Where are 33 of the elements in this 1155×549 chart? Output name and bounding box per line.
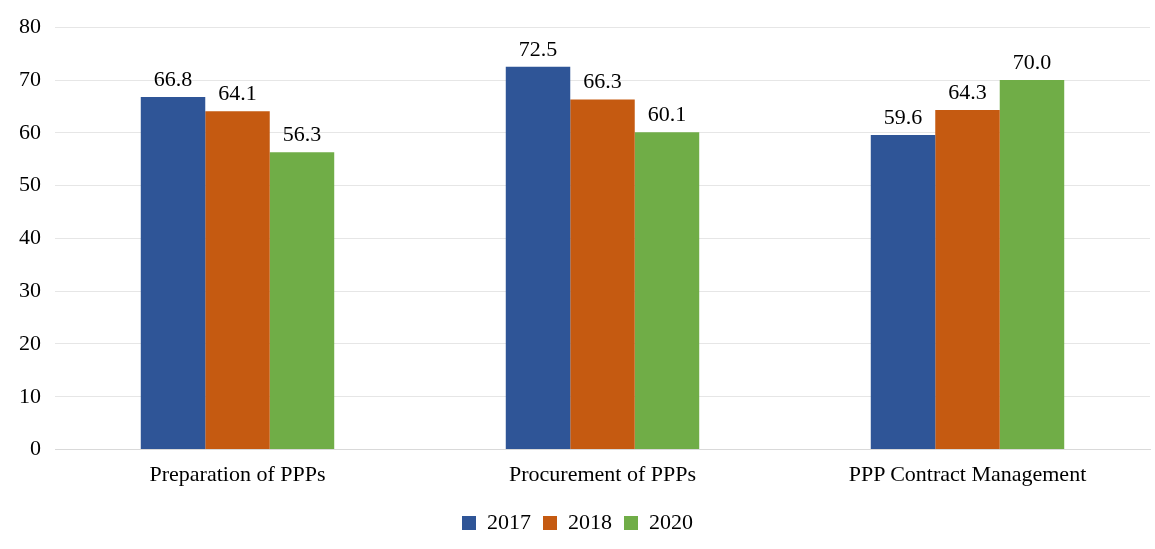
text: 66.8	[153, 65, 193, 91]
x-tick-label: PPP Contract Management	[848, 460, 1087, 486]
y-tick-label: 60	[19, 118, 41, 144]
legend-label: 2020	[649, 508, 693, 534]
text: 70.0	[1012, 48, 1052, 74]
y-tick-label: 20	[19, 329, 41, 355]
x-tick-label: Preparation of PPPs	[149, 460, 326, 486]
text: 72.5	[518, 35, 558, 61]
bar	[505, 66, 571, 450]
bar	[205, 111, 270, 450]
bar	[570, 99, 635, 450]
y-tick-label: 70	[19, 65, 41, 91]
legend-label: 2017	[487, 508, 531, 534]
y-tick-label: 0	[30, 435, 41, 461]
text: 66.3	[583, 68, 622, 94]
bar	[999, 80, 1065, 450]
y-tick-label: 40	[19, 224, 41, 250]
bar	[634, 132, 700, 450]
bar	[140, 96, 206, 450]
y-tick-label: 50	[19, 171, 41, 197]
y-tick-label: 80	[19, 12, 41, 38]
text: 64.1	[218, 79, 257, 105]
bar	[935, 110, 1000, 450]
bar	[269, 152, 335, 450]
legend-label: 2018	[568, 508, 612, 534]
text: 60.1	[647, 101, 687, 127]
x-tick-label: Procurement of PPPs	[509, 460, 696, 486]
bar	[870, 134, 936, 450]
y-tick-label: 10	[19, 382, 41, 408]
y-tick-label: 30	[19, 276, 41, 302]
text: 59.6	[883, 103, 923, 129]
text: 56.3	[282, 121, 322, 147]
text: 64.3	[948, 78, 987, 104]
